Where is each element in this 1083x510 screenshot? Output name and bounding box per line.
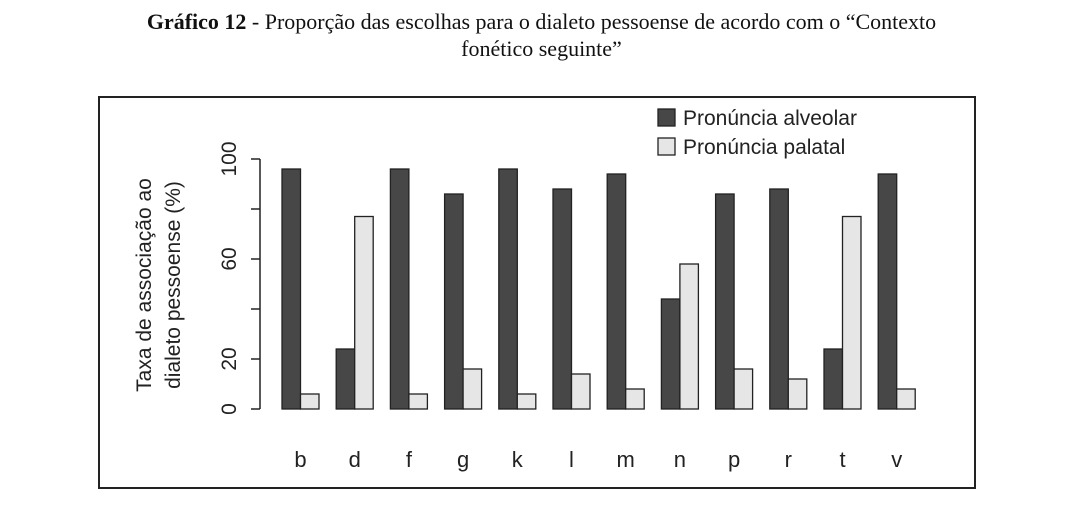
legend: Pronúncia alveolar Pronúncia palatal bbox=[657, 107, 857, 159]
bar-k-palatal bbox=[516, 393, 537, 410]
y-tick-label: 60 bbox=[218, 247, 241, 270]
chart-frame bbox=[98, 96, 976, 489]
caption-label: Gráfico 12 bbox=[146, 9, 247, 34]
figure-caption: Gráfico 12 - Proporção das escolhas para… bbox=[0, 8, 1083, 62]
plot-area bbox=[281, 168, 916, 410]
bar-m-palatal bbox=[625, 388, 645, 410]
x-tick-label: f bbox=[406, 447, 413, 472]
bar-v-palatal bbox=[896, 388, 916, 410]
bar-f-alveolar bbox=[389, 168, 410, 410]
bar-g-palatal bbox=[462, 368, 483, 410]
bar-r-palatal bbox=[787, 378, 808, 410]
y-axis-label-line-1: Taxa de associação ao bbox=[133, 178, 156, 392]
x-tick-label: l bbox=[569, 447, 574, 472]
bar-d-palatal bbox=[354, 215, 374, 410]
bar-d-alveolar bbox=[335, 348, 356, 410]
y-tick-label: 100 bbox=[218, 141, 241, 176]
bar-l-palatal bbox=[570, 373, 591, 410]
bar-b-alveolar bbox=[281, 168, 302, 410]
bar-k-alveolar bbox=[498, 168, 518, 410]
legend-swatch-alveolar bbox=[657, 108, 676, 127]
caption-text-line-1: Proporção das escolhas para o dialeto pe… bbox=[264, 9, 937, 34]
x-tick-label: t bbox=[839, 447, 845, 472]
y-tick-label: 20 bbox=[218, 347, 241, 370]
caption-line-1: Gráfico 12 - Proporção das escolhas para… bbox=[0, 8, 1083, 35]
bar-g-alveolar bbox=[443, 193, 464, 410]
bar-p-alveolar bbox=[714, 193, 735, 410]
bar-f-palatal bbox=[408, 393, 429, 410]
y-axis: 0 20 60 100 bbox=[218, 141, 261, 415]
x-tick-label: g bbox=[457, 447, 469, 472]
bar-t-palatal bbox=[841, 215, 862, 410]
bar-p-palatal bbox=[733, 368, 754, 410]
legend-label-alveolar: Pronúncia alveolar bbox=[683, 107, 857, 130]
bar-r-alveolar bbox=[769, 188, 789, 410]
legend-swatch-palatal bbox=[657, 137, 676, 156]
x-tick-label: d bbox=[349, 447, 361, 472]
x-tick-label: r bbox=[785, 447, 792, 472]
x-tick-label: m bbox=[617, 447, 635, 472]
bar-m-alveolar bbox=[606, 173, 627, 410]
caption-line-2: fonético seguinte” bbox=[461, 36, 622, 61]
x-tick-label: b bbox=[294, 447, 306, 472]
bar-n-palatal bbox=[679, 263, 700, 410]
bar-l-alveolar bbox=[552, 188, 573, 410]
y-axis-label-line-2: dialeto pessoense (%) bbox=[162, 181, 185, 389]
bar-t-alveolar bbox=[823, 348, 844, 410]
bar-n-alveolar bbox=[660, 298, 681, 410]
x-tick-label: v bbox=[891, 447, 902, 472]
y-tick-label: 0 bbox=[218, 403, 241, 415]
bar-v-alveolar bbox=[877, 173, 898, 410]
x-tick-label: n bbox=[674, 447, 686, 472]
caption-separator: - bbox=[246, 9, 265, 34]
legend-label-palatal: Pronúncia palatal bbox=[683, 136, 845, 159]
bar-b-palatal bbox=[299, 393, 320, 410]
x-tick-label: k bbox=[512, 447, 524, 472]
x-tick-label: p bbox=[728, 447, 740, 472]
